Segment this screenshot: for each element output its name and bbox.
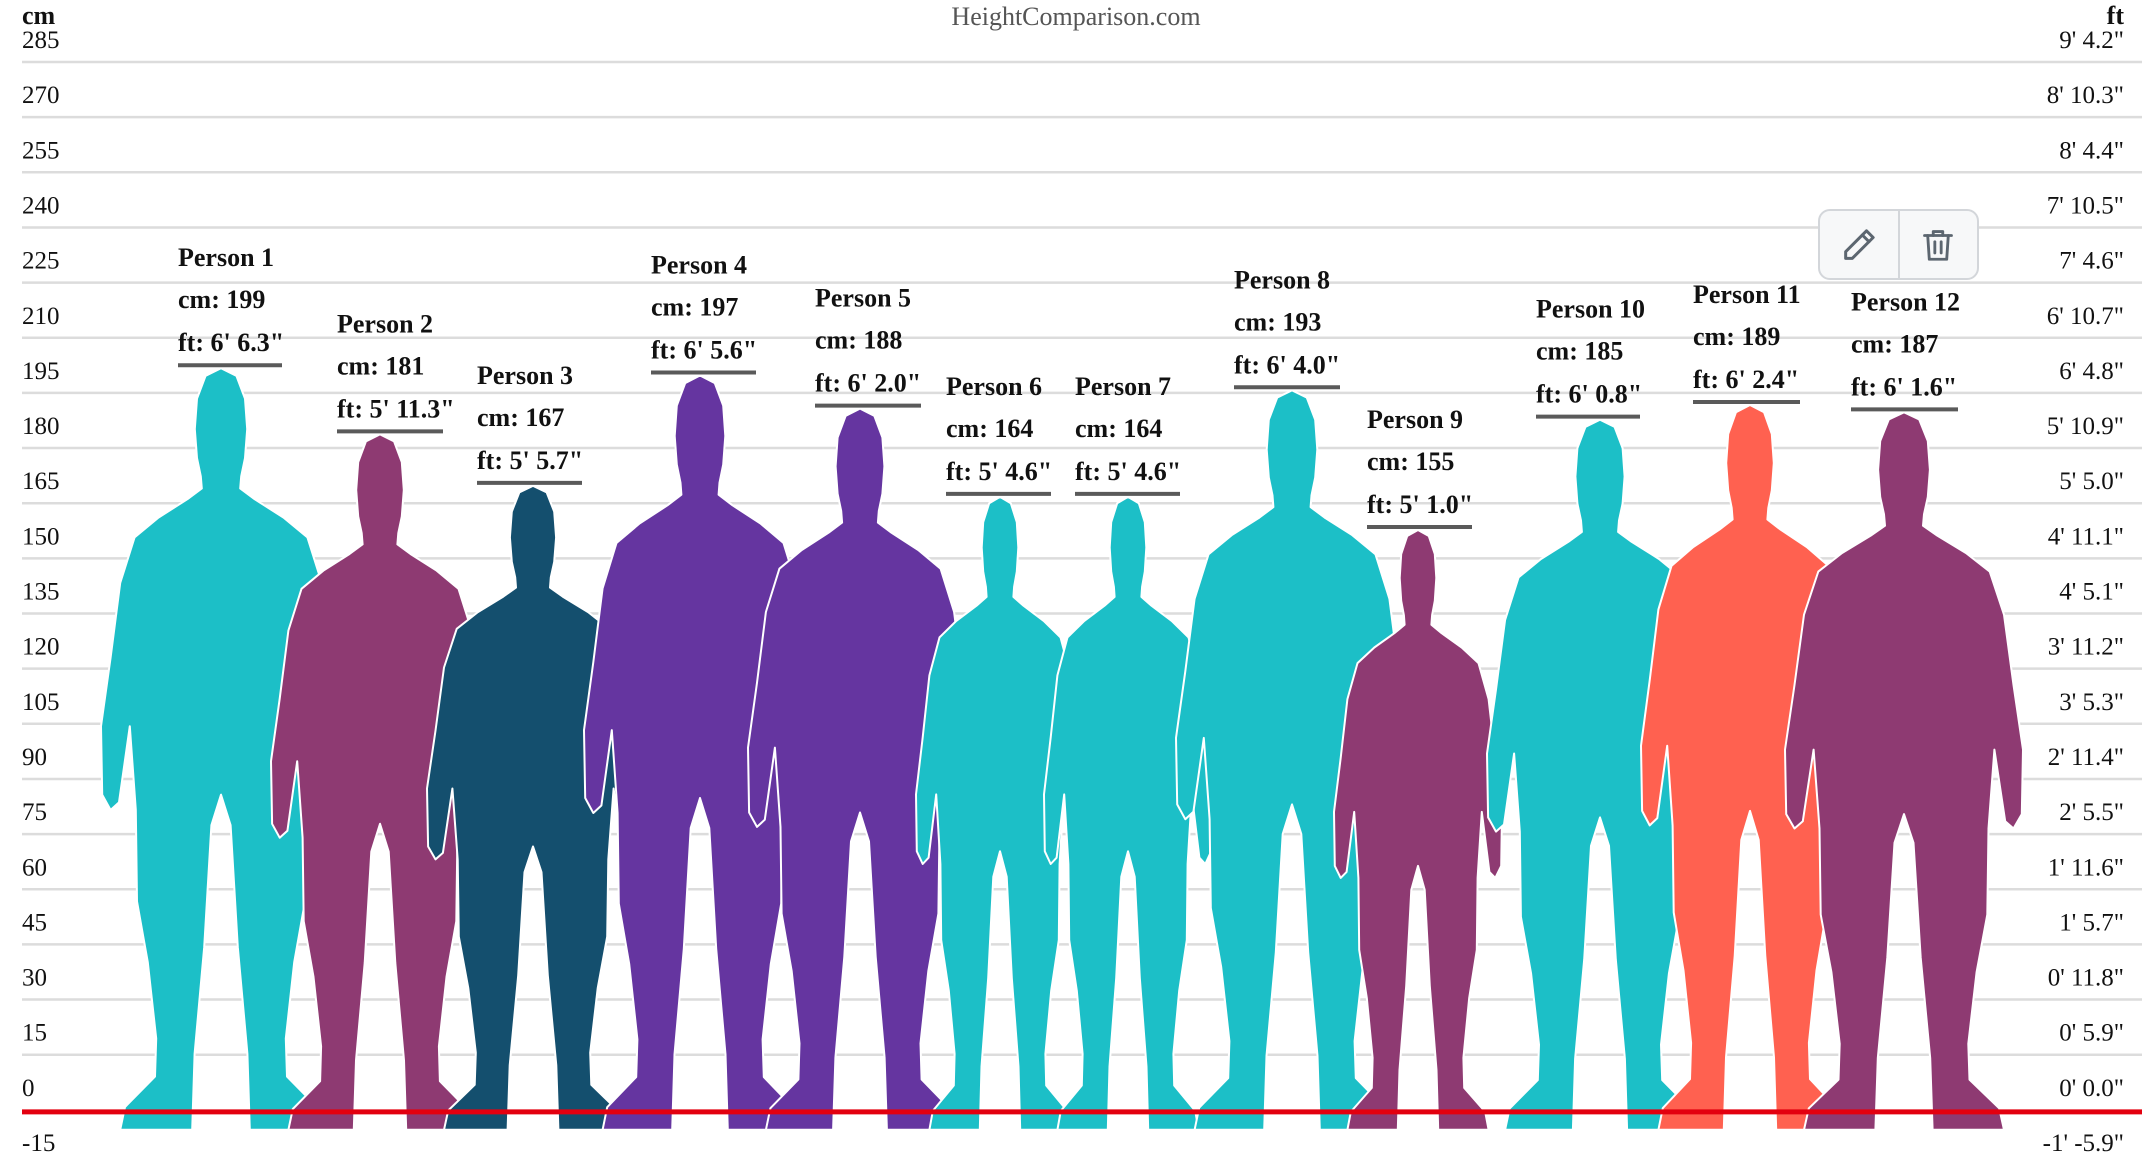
site-watermark: HeightComparison.com: [951, 2, 1200, 31]
person-ft-label: ft: 5' 5.7": [477, 446, 583, 475]
person-cm-label: cm: 164: [1075, 414, 1162, 443]
y-tick-label-ft: 5' 10.9": [2047, 413, 2124, 440]
person-ft-label: ft: 6' 2.4": [1693, 365, 1799, 394]
y-tick-label-ft: 8' 4.4": [2059, 137, 2124, 164]
person-cm-label: cm: 185: [1536, 337, 1623, 366]
right-axis-unit: ft: [2107, 1, 2125, 30]
person-name-label: Person 8: [1234, 265, 1330, 294]
edit-button[interactable]: [1820, 211, 1898, 278]
y-tick-label-ft: 2' 5.5": [2059, 799, 2124, 826]
person-cm-label: cm: 187: [1851, 329, 1938, 358]
y-tick-label-cm: 120: [22, 634, 60, 661]
person-ft-label: ft: 6' 5.6": [651, 336, 757, 365]
y-tick-label-cm: 180: [22, 413, 60, 440]
y-tick-label-cm: 45: [22, 909, 47, 936]
y-tick-label-ft: 7' 10.5": [2047, 192, 2124, 219]
y-tick-label-cm: 270: [22, 82, 60, 109]
person-cm-label: cm: 189: [1693, 322, 1780, 351]
y-tick-label-cm: 30: [22, 965, 47, 992]
person-silhouette[interactable]: [583, 374, 817, 1131]
person-name-label: Person 5: [815, 284, 911, 313]
person-silhouette[interactable]: [747, 407, 973, 1131]
person-name-label: Person 9: [1367, 405, 1463, 434]
person-cm-label: cm: 188: [815, 326, 902, 355]
y-tick-label-cm: 165: [22, 468, 60, 495]
y-tick-label-cm: 240: [22, 192, 60, 219]
y-tick-label-cm: 150: [22, 523, 60, 550]
y-tick-label-ft: 6' 4.8": [2059, 358, 2124, 385]
person-cm-label: cm: 167: [477, 403, 564, 432]
y-tick-label-ft: 6' 10.7": [2047, 303, 2124, 330]
y-tick-label-cm: 285: [22, 27, 60, 54]
person-ft-label: ft: 5' 4.6": [1075, 457, 1181, 486]
person-name-label: Person 7: [1075, 372, 1171, 401]
y-tick-label-cm: 90: [22, 744, 47, 771]
silhouettes: [100, 367, 2024, 1131]
trash-icon: [1923, 229, 1954, 261]
delete-button[interactable]: [1897, 211, 1978, 278]
person-ft-label: ft: 6' 2.0": [815, 369, 921, 398]
figure-toolbar: [1818, 209, 1979, 280]
person-silhouette[interactable]: [1333, 529, 1503, 1131]
y-tick-label-ft: 7' 4.6": [2059, 248, 2124, 275]
y-tick-label-ft: 5' 5.0": [2059, 468, 2124, 495]
y-tick-label-ft: 1' 11.6": [2048, 854, 2124, 881]
y-tick-label-ft: 0' 5.9": [2059, 1020, 2124, 1047]
y-tick-label-cm: -15: [22, 1130, 55, 1157]
person-cm-label: cm: 164: [946, 414, 1033, 443]
y-tick-label-ft: 0' 0.0": [2059, 1075, 2124, 1102]
person-name-label: Person 12: [1851, 287, 1960, 316]
person-ft-label: ft: 6' 1.6": [1851, 372, 1957, 401]
person-ft-label: ft: 5' 4.6": [946, 457, 1052, 486]
person-name-label: Person 1: [178, 243, 274, 272]
person-ft-label: ft: 6' 4.0": [1234, 350, 1340, 379]
person-name-label: Person 11: [1693, 280, 1801, 309]
person-ft-label: ft: 5' 1.0": [1367, 490, 1473, 519]
pencil-icon: [1843, 228, 1875, 260]
y-tick-label-ft: 4' 11.1": [2048, 523, 2124, 550]
y-tick-label-cm: 105: [22, 689, 60, 716]
y-tick-label-cm: 0: [22, 1075, 35, 1102]
person-silhouette[interactable]: [270, 433, 490, 1131]
person-ft-label: ft: 6' 0.8": [1536, 380, 1642, 409]
person-silhouette[interactable]: [1175, 389, 1409, 1131]
person-cm-label: cm: 197: [651, 293, 738, 322]
y-tick-label-cm: 225: [22, 248, 60, 275]
y-tick-label-ft: 3' 5.3": [2059, 689, 2124, 716]
person-name-label: Person 2: [337, 309, 433, 338]
y-tick-label-cm: 75: [22, 799, 47, 826]
y-tick-label-cm: 255: [22, 137, 60, 164]
y-tick-label-cm: 15: [22, 1020, 47, 1047]
person-ft-label: ft: 5' 11.3": [337, 394, 455, 423]
y-tick-label-cm: 135: [22, 579, 60, 606]
y-tick-label-ft: 4' 5.1": [2059, 579, 2124, 606]
y-tick-label-ft: 1' 5.7": [2059, 909, 2124, 936]
person-cm-label: cm: 193: [1234, 307, 1321, 336]
person-name-label: Person 3: [477, 361, 573, 390]
person-name-label: Person 4: [651, 251, 747, 280]
y-tick-label-cm: 210: [22, 303, 60, 330]
person-cm-label: cm: 199: [178, 285, 265, 314]
y-tick-label-ft: 0' 11.8": [2048, 965, 2124, 992]
person-name-label: Person 6: [946, 372, 1042, 401]
person-ft-label: ft: 6' 6.3": [178, 328, 284, 357]
y-tick-label-ft: -1' -5.9": [2043, 1130, 2124, 1157]
person-cm-label: cm: 181: [337, 351, 424, 380]
y-tick-label-cm: 60: [22, 854, 47, 881]
y-tick-label-cm: 195: [22, 358, 60, 385]
person-cm-label: cm: 155: [1367, 447, 1454, 476]
person-labels: Person 1 cm: 199 ft: 6' 6.3" Person 2 cm: 18…: [178, 243, 1960, 529]
person-silhouette[interactable]: [1784, 411, 2024, 1131]
person-silhouette[interactable]: [100, 367, 342, 1131]
y-tick-label-ft: 9' 4.2": [2059, 27, 2124, 54]
y-tick-label-ft: 8' 10.3": [2047, 82, 2124, 109]
left-axis-unit: cm: [22, 1, 56, 30]
y-tick-label-ft: 3' 11.2": [2048, 634, 2124, 661]
person-name-label: Person 10: [1536, 295, 1645, 324]
y-tick-label-ft: 2' 11.4": [2048, 744, 2124, 771]
